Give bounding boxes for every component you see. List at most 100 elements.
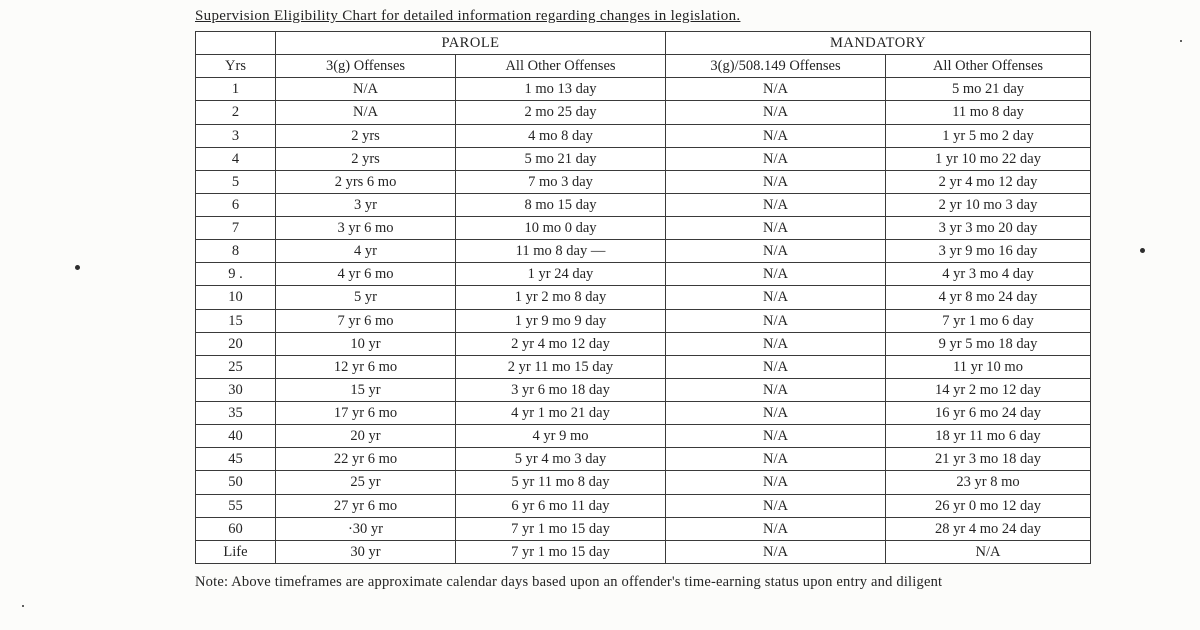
- cell-mand-3g: N/A: [666, 425, 886, 448]
- cell-mand-other: 11 mo 8 day: [886, 101, 1091, 124]
- cell-mand-other: 11 yr 10 mo: [886, 355, 1091, 378]
- table-row: Life30 yr7 yr 1 mo 15 dayN/AN/A: [196, 540, 1091, 563]
- table-row: 4020 yr4 yr 9 moN/A18 yr 11 mo 6 day: [196, 425, 1091, 448]
- table-row: 2010 yr2 yr 4 mo 12 dayN/A9 yr 5 mo 18 d…: [196, 332, 1091, 355]
- cell-mand-other: 23 yr 8 mo: [886, 471, 1091, 494]
- cell-yrs: 9 .: [196, 263, 276, 286]
- cell-yrs: 25: [196, 355, 276, 378]
- cell-mand-3g: N/A: [666, 286, 886, 309]
- cell-yrs: 6: [196, 193, 276, 216]
- cell-parole-3g: N/A: [276, 78, 456, 101]
- cell-mand-3g: N/A: [666, 378, 886, 401]
- header-parole: PAROLE: [276, 32, 666, 55]
- cell-mand-3g: N/A: [666, 540, 886, 563]
- noise-dot: [1140, 248, 1145, 253]
- cell-parole-3g: 10 yr: [276, 332, 456, 355]
- cell-mand-other: 4 yr 3 mo 4 day: [886, 263, 1091, 286]
- cell-parole-3g: 27 yr 6 mo: [276, 494, 456, 517]
- table-row: 84 yr11 mo 8 day —N/A3 yr 9 mo 16 day: [196, 240, 1091, 263]
- cell-parole-other: 5 yr 4 mo 3 day: [456, 448, 666, 471]
- cell-parole-other: 8 mo 15 day: [456, 193, 666, 216]
- header-mandatory: MANDATORY: [666, 32, 1091, 55]
- cell-parole-other: 1 yr 24 day: [456, 263, 666, 286]
- col-mand-3g: 3(g)/508.149 Offenses: [666, 55, 886, 78]
- cell-yrs: Life: [196, 540, 276, 563]
- cell-mand-3g: N/A: [666, 494, 886, 517]
- col-parole-other: All Other Offenses: [456, 55, 666, 78]
- cell-yrs: 20: [196, 332, 276, 355]
- cell-parole-3g: 15 yr: [276, 378, 456, 401]
- cell-mand-other: 3 yr 3 mo 20 day: [886, 217, 1091, 240]
- col-parole-3g: 3(g) Offenses: [276, 55, 456, 78]
- cell-parole-3g: 2 yrs: [276, 124, 456, 147]
- cell-mand-3g: N/A: [666, 217, 886, 240]
- cell-parole-other: 7 mo 3 day: [456, 170, 666, 193]
- cell-parole-other: 3 yr 6 mo 18 day: [456, 378, 666, 401]
- cell-parole-3g: 25 yr: [276, 471, 456, 494]
- cell-mand-other: 7 yr 1 mo 6 day: [886, 309, 1091, 332]
- cell-mand-other: 1 yr 10 mo 22 day: [886, 147, 1091, 170]
- cell-yrs: 35: [196, 402, 276, 425]
- cell-mand-other: 1 yr 5 mo 2 day: [886, 124, 1091, 147]
- cell-mand-3g: N/A: [666, 263, 886, 286]
- cell-mand-3g: N/A: [666, 170, 886, 193]
- cell-parole-3g: 4 yr: [276, 240, 456, 263]
- cell-mand-other: 2 yr 10 mo 3 day: [886, 193, 1091, 216]
- cell-mand-other: 4 yr 8 mo 24 day: [886, 286, 1091, 309]
- table-row: 73 yr 6 mo10 mo 0 dayN/A3 yr 3 mo 20 day: [196, 217, 1091, 240]
- cell-yrs: 7: [196, 217, 276, 240]
- noise-dot: [75, 265, 80, 270]
- cell-parole-other: 7 yr 1 mo 15 day: [456, 540, 666, 563]
- table-row: 1N/A1 mo 13 dayN/A5 mo 21 day: [196, 78, 1091, 101]
- cell-yrs: 15: [196, 309, 276, 332]
- page: Supervision Eligibility Chart for detail…: [0, 0, 1200, 630]
- cell-mand-3g: N/A: [666, 101, 886, 124]
- table-row: 157 yr 6 mo1 yr 9 mo 9 dayN/A7 yr 1 mo 6…: [196, 309, 1091, 332]
- table-row: 42 yrs5 mo 21 dayN/A1 yr 10 mo 22 day: [196, 147, 1091, 170]
- cell-mand-other: 3 yr 9 mo 16 day: [886, 240, 1091, 263]
- cell-yrs: 30: [196, 378, 276, 401]
- cell-parole-other: 1 yr 9 mo 9 day: [456, 309, 666, 332]
- cell-parole-3g: 22 yr 6 mo: [276, 448, 456, 471]
- cell-mand-3g: N/A: [666, 124, 886, 147]
- table-row: 2N/A2 mo 25 dayN/A11 mo 8 day: [196, 101, 1091, 124]
- cell-parole-3g: 4 yr 6 mo: [276, 263, 456, 286]
- cell-yrs: 45: [196, 448, 276, 471]
- cell-parole-other: 4 mo 8 day: [456, 124, 666, 147]
- cell-parole-3g: ·30 yr: [276, 517, 456, 540]
- cell-parole-3g: 2 yrs 6 mo: [276, 170, 456, 193]
- table-row: 63 yr8 mo 15 dayN/A2 yr 10 mo 3 day: [196, 193, 1091, 216]
- cell-parole-other: 10 mo 0 day: [456, 217, 666, 240]
- cell-mand-other: N/A: [886, 540, 1091, 563]
- cell-mand-3g: N/A: [666, 193, 886, 216]
- cell-mand-other: 14 yr 2 mo 12 day: [886, 378, 1091, 401]
- cell-yrs: 3: [196, 124, 276, 147]
- col-yrs: Yrs: [196, 55, 276, 78]
- table-row: 105 yr1 yr 2 mo 8 dayN/A4 yr 8 mo 24 day: [196, 286, 1091, 309]
- cell-yrs: 4: [196, 147, 276, 170]
- cell-mand-other: 28 yr 4 mo 24 day: [886, 517, 1091, 540]
- cell-parole-other: 5 yr 11 mo 8 day: [456, 471, 666, 494]
- cell-mand-other: 2 yr 4 mo 12 day: [886, 170, 1091, 193]
- cell-parole-3g: 30 yr: [276, 540, 456, 563]
- table-row: 9 .4 yr 6 mo1 yr 24 dayN/A4 yr 3 mo 4 da…: [196, 263, 1091, 286]
- cell-mand-other: 9 yr 5 mo 18 day: [886, 332, 1091, 355]
- cell-parole-3g: 20 yr: [276, 425, 456, 448]
- cell-yrs: 50: [196, 471, 276, 494]
- noise-dot: [1180, 40, 1182, 42]
- cell-yrs: 1: [196, 78, 276, 101]
- cell-mand-other: 26 yr 0 mo 12 day: [886, 494, 1091, 517]
- table-row: 3015 yr3 yr 6 mo 18 dayN/A14 yr 2 mo 12 …: [196, 378, 1091, 401]
- cell-parole-3g: 12 yr 6 mo: [276, 355, 456, 378]
- cell-mand-3g: N/A: [666, 78, 886, 101]
- cell-mand-3g: N/A: [666, 448, 886, 471]
- cell-yrs: 10: [196, 286, 276, 309]
- cell-mand-3g: N/A: [666, 517, 886, 540]
- cell-mand-other: 16 yr 6 mo 24 day: [886, 402, 1091, 425]
- cell-parole-other: 2 yr 11 mo 15 day: [456, 355, 666, 378]
- table-row: 4522 yr 6 mo5 yr 4 mo 3 dayN/A21 yr 3 mo…: [196, 448, 1091, 471]
- noise-dot: [22, 605, 24, 607]
- table-row: 32 yrs4 mo 8 dayN/A1 yr 5 mo 2 day: [196, 124, 1091, 147]
- cell-mand-3g: N/A: [666, 402, 886, 425]
- header-blank: [196, 32, 276, 55]
